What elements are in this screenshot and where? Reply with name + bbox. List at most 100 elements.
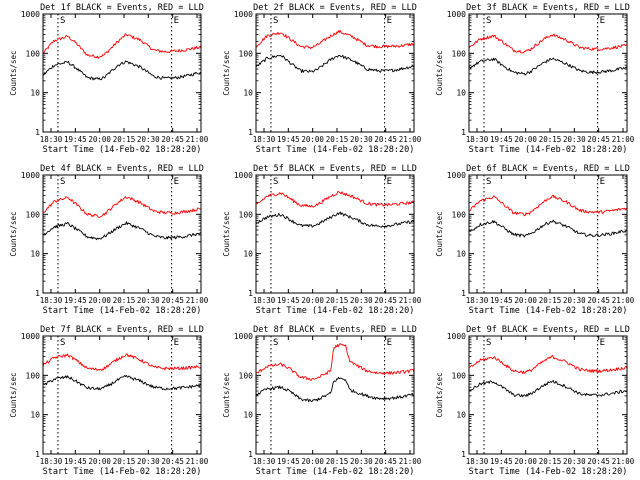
x-tick-label: 20:30 xyxy=(137,135,160,144)
y-tick-label: 1 xyxy=(248,289,253,298)
series-lld-line xyxy=(255,343,415,381)
y-tick-label: 1000 xyxy=(21,10,40,19)
y-tick-label: 10 xyxy=(243,411,253,420)
marker-label-s: S xyxy=(273,16,278,26)
x-tick-label: 20:15 xyxy=(539,457,562,466)
marker-label-s: S xyxy=(273,338,278,348)
panel-det-2: Det 2f BLACK = Events, RED = LLD Counts/s… xyxy=(222,3,422,155)
marker-label-e: E xyxy=(600,177,605,187)
series-events-line xyxy=(255,211,415,228)
y-tick-label: 1000 xyxy=(234,10,253,19)
series-events-line xyxy=(42,60,202,81)
x-tick-label: 21:00 xyxy=(186,296,209,305)
marker-label-s: S xyxy=(486,16,491,26)
x-tick-label: 18:30 xyxy=(466,296,489,305)
panel-det-7: Det 7f BLACK = Events, RED = LLD Counts/s… xyxy=(9,325,209,477)
x-axis-title: Start Time (14-Feb-02 18:28:20) xyxy=(43,306,202,316)
x-tick-label: 20:00 xyxy=(301,135,324,144)
panel-title: Det 2f BLACK = Events, RED = LLD xyxy=(253,3,417,13)
y-tick-label: 10 xyxy=(456,250,466,259)
x-tick-label: 21:00 xyxy=(399,135,422,144)
x-tick-label: 20:45 xyxy=(587,135,610,144)
y-tick-label: 1 xyxy=(461,450,466,459)
y-tick-label: 100 xyxy=(452,49,467,58)
y-tick-label: 1000 xyxy=(234,171,253,180)
series-events-line xyxy=(42,221,202,241)
series-events-line xyxy=(255,376,415,403)
x-tick-label: 20:30 xyxy=(563,135,586,144)
y-tick-label: 10 xyxy=(243,89,253,98)
y-axis-title: Counts/sec xyxy=(9,50,18,95)
panel-title: Det 5f BLACK = Events, RED = LLD xyxy=(253,164,417,174)
series-lld-line xyxy=(468,33,628,54)
y-tick-label: 10 xyxy=(30,250,40,259)
x-axis-title: Start Time (14-Feb-02 18:28:20) xyxy=(256,145,415,155)
x-axis-title: Start Time (14-Feb-02 18:28:20) xyxy=(469,145,628,155)
series-lld-line xyxy=(43,33,202,59)
series-lld-line xyxy=(255,191,415,208)
x-tick-label: 20:30 xyxy=(563,457,586,466)
y-tick-label: 10 xyxy=(30,411,40,420)
marker-label-e: E xyxy=(387,177,392,187)
x-tick-label: 19:45 xyxy=(64,135,87,144)
x-tick-label: 18:30 xyxy=(253,135,276,144)
x-tick-label: 19:45 xyxy=(490,457,513,466)
plot-frame xyxy=(42,13,202,133)
x-tick-label: 18:30 xyxy=(40,457,63,466)
x-axis-title: Start Time (14-Feb-02 18:28:20) xyxy=(43,145,202,155)
y-tick-label: 1000 xyxy=(447,10,466,19)
x-axis-title: Start Time (14-Feb-02 18:28:20) xyxy=(256,467,415,477)
series-events-line xyxy=(468,57,628,76)
plot-frame xyxy=(468,13,628,133)
x-tick-label: 20:15 xyxy=(113,457,136,466)
x-tick-label: 19:45 xyxy=(490,135,513,144)
series-lld-line xyxy=(469,194,628,217)
y-tick-label: 10 xyxy=(243,250,253,259)
x-tick-label: 20:45 xyxy=(161,296,184,305)
x-tick-label: 21:00 xyxy=(399,457,422,466)
x-tick-label: 20:00 xyxy=(301,457,324,466)
x-tick-label: 19:45 xyxy=(277,457,300,466)
x-tick-label: 20:45 xyxy=(161,135,184,144)
x-tick-label: 20:00 xyxy=(88,296,111,305)
y-axis-title: Counts/sec xyxy=(9,211,18,256)
plot-frame xyxy=(468,335,628,455)
x-tick-label: 21:00 xyxy=(612,296,635,305)
x-tick-label: 21:00 xyxy=(399,296,422,305)
series-events-line xyxy=(468,380,628,398)
x-tick-label: 20:30 xyxy=(137,296,160,305)
y-tick-label: 100 xyxy=(239,371,254,380)
series-events-line xyxy=(468,219,628,238)
series-lld-line xyxy=(42,196,202,218)
panel-det-5: Det 5f BLACK = Events, RED = LLD Counts/s… xyxy=(222,164,422,316)
x-tick-label: 20:45 xyxy=(374,135,397,144)
plot-frame xyxy=(468,174,628,294)
x-tick-label: 19:45 xyxy=(490,296,513,305)
x-tick-label: 20:30 xyxy=(563,296,586,305)
x-axis-title: Start Time (14-Feb-02 18:28:20) xyxy=(256,306,415,316)
plot-frame xyxy=(42,335,202,455)
series-events-line xyxy=(255,54,415,73)
y-tick-label: 1 xyxy=(461,128,466,137)
panel-title: Det 9f BLACK = Events, RED = LLD xyxy=(466,325,630,335)
y-tick-label: 1 xyxy=(35,289,40,298)
marker-label-e: E xyxy=(387,338,392,348)
y-axis-title: Counts/sec xyxy=(435,211,444,256)
y-axis-title: Counts/sec xyxy=(435,372,444,417)
x-tick-label: 19:45 xyxy=(64,457,87,466)
panel-det-8: Det 8f BLACK = Events, RED = LLD Counts/s… xyxy=(222,325,422,477)
plot-frame xyxy=(255,335,415,455)
y-tick-label: 1 xyxy=(35,450,40,459)
y-tick-label: 100 xyxy=(26,210,41,219)
x-tick-label: 20:30 xyxy=(350,296,373,305)
x-tick-label: 19:45 xyxy=(64,296,87,305)
panel-title: Det 4f BLACK = Events, RED = LLD xyxy=(40,164,204,174)
x-tick-label: 20:15 xyxy=(539,296,562,305)
x-tick-label: 18:30 xyxy=(466,135,489,144)
marker-label-e: E xyxy=(174,338,179,348)
panel-det-4: Det 4f BLACK = Events, RED = LLD Counts/s… xyxy=(9,164,209,316)
x-tick-label: 21:00 xyxy=(612,457,635,466)
marker-label-s: S xyxy=(60,16,65,26)
x-tick-label: 20:15 xyxy=(326,135,349,144)
panel-det-9: Det 9f BLACK = Events, RED = LLD Counts/s… xyxy=(435,325,635,477)
